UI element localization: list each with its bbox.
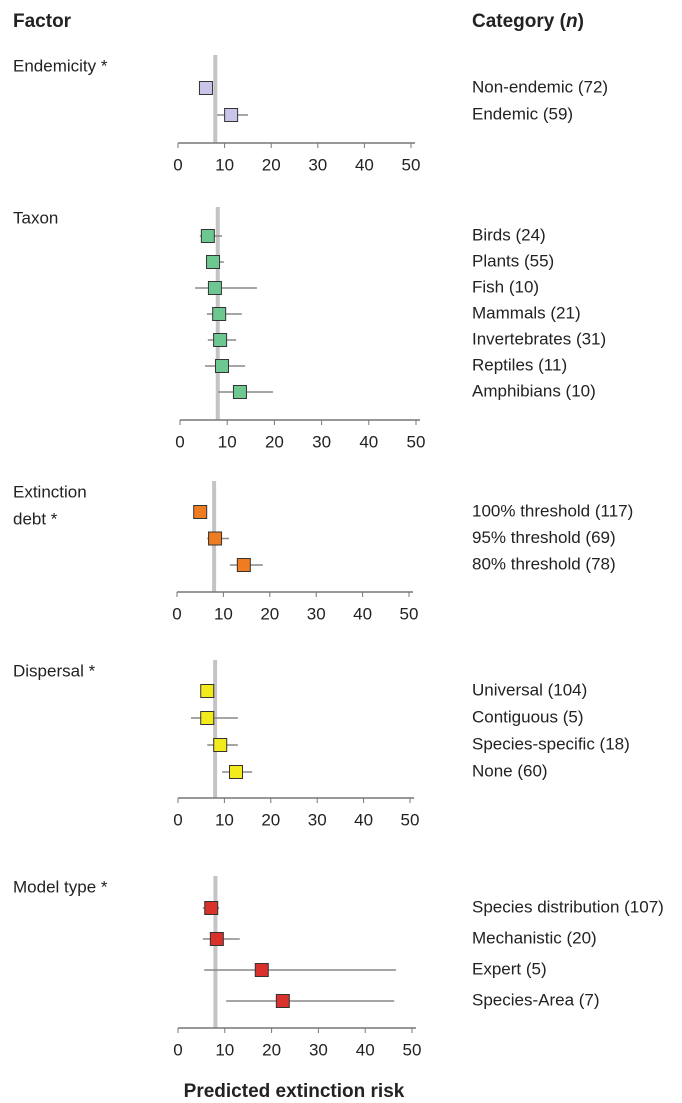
category-label: 80% threshold (78) [472, 554, 616, 573]
category-label: Reptiles (11) [472, 355, 567, 374]
point [207, 281, 222, 295]
point [213, 333, 228, 347]
x-tick-label: 0 [173, 810, 182, 829]
point [200, 684, 215, 698]
category-label: Mechanistic (20) [472, 928, 597, 947]
x-tick-label: 50 [400, 604, 419, 623]
category-label: Endemic (59) [472, 104, 573, 123]
x-tick-label: 0 [173, 155, 182, 174]
factor-header: Factor [13, 11, 72, 32]
point [193, 505, 208, 519]
point [215, 359, 230, 373]
category-label: Contiguous (5) [472, 707, 584, 726]
point [229, 765, 243, 779]
category-label: Invertebrates (31) [472, 329, 606, 348]
x-axis-label: Predicted extinction risk [184, 1081, 405, 1102]
x-tick-label: 20 [262, 155, 281, 174]
x-tick-label: 20 [262, 1040, 281, 1059]
x-tick-label: 10 [218, 432, 237, 451]
x-tick-label: 40 [359, 432, 378, 451]
x-tick-label: 50 [403, 1040, 422, 1059]
x-tick-label: 50 [407, 432, 426, 451]
category-label: Species distribution (107) [472, 897, 664, 916]
point [208, 531, 223, 546]
panel-title: Endemicity * [13, 56, 108, 75]
x-tick-label: 10 [214, 604, 233, 623]
x-tick-label: 20 [260, 604, 279, 623]
category-header-part: ) [578, 11, 584, 32]
category-label: Universal (104) [472, 680, 587, 699]
category-header-n: n [566, 11, 578, 32]
category-label: Mammals (21) [472, 303, 581, 322]
point [236, 558, 251, 572]
x-tick-label: 30 [312, 432, 331, 451]
panel-title: Extinction [13, 482, 87, 501]
point [209, 932, 224, 946]
panel-title: Taxon [13, 208, 58, 227]
x-tick-label: 40 [354, 810, 373, 829]
x-tick-label: 0 [175, 432, 184, 451]
category-label: Expert (5) [472, 959, 547, 978]
x-tick-label: 40 [356, 1040, 375, 1059]
category-header: Category (n) [472, 11, 584, 32]
category-label: Plants (55) [472, 251, 554, 270]
x-tick-label: 50 [401, 810, 420, 829]
x-tick-label: 10 [215, 1040, 234, 1059]
x-tick-label: 40 [355, 155, 374, 174]
x-tick-label: 50 [402, 155, 421, 174]
x-tick-label: 30 [308, 155, 327, 174]
category-label: Non-endemic (72) [472, 77, 608, 96]
category-label: Birds (24) [472, 225, 546, 244]
x-tick-label: 20 [265, 432, 284, 451]
point [204, 901, 219, 915]
x-tick-label: 20 [261, 810, 280, 829]
category-label: Fish (10) [472, 277, 539, 296]
point [224, 108, 239, 122]
point [212, 307, 227, 321]
x-tick-label: 10 [215, 810, 234, 829]
point [254, 963, 269, 977]
point [198, 81, 213, 95]
point [232, 385, 247, 399]
x-tick-label: 10 [215, 155, 234, 174]
x-tick-label: 30 [307, 604, 326, 623]
category-label: 100% threshold (117) [472, 501, 633, 520]
point [213, 738, 228, 752]
point [206, 255, 221, 269]
panel-title: Model type * [13, 877, 108, 896]
category-label: Species-specific (18) [472, 734, 630, 753]
x-tick-label: 0 [172, 604, 181, 623]
x-tick-label: 40 [353, 604, 372, 623]
category-label: Species-Area (7) [472, 990, 600, 1009]
point [200, 711, 215, 725]
point [275, 994, 290, 1008]
point [200, 229, 215, 243]
panel-title: debt * [13, 509, 58, 528]
category-header-part: Category ( [472, 11, 567, 32]
category-label: 95% threshold (69) [472, 528, 616, 547]
x-tick-label: 0 [173, 1040, 182, 1059]
x-tick-label: 30 [309, 1040, 328, 1059]
panel-title: Dispersal * [13, 661, 96, 680]
x-tick-label: 30 [308, 810, 327, 829]
category-label: None (60) [472, 761, 548, 780]
category-label: Amphibians (10) [472, 381, 596, 400]
